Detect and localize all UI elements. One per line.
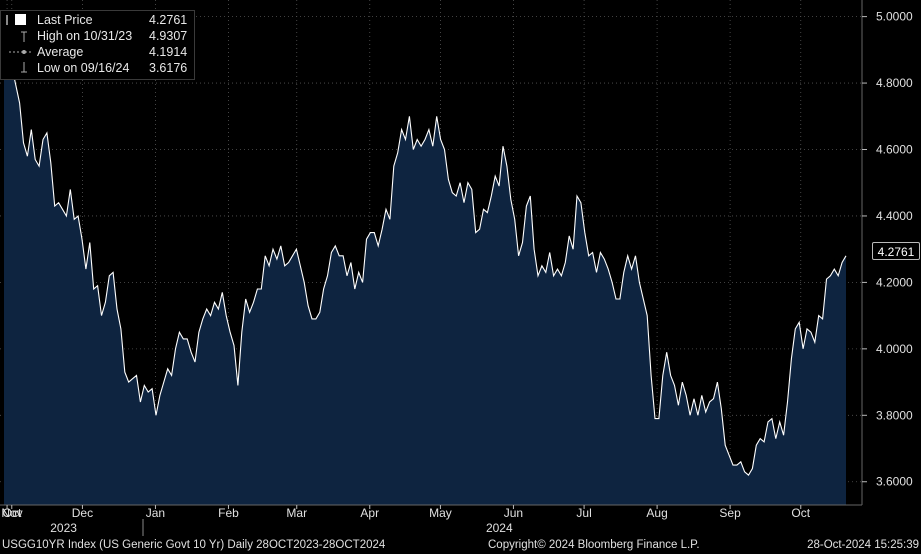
series-line <box>3 39 847 476</box>
legend-average-value: 4.1914 <box>149 45 188 59</box>
low-marker-icon <box>21 62 27 73</box>
footer: USGG10YR Index (US Generic Govt 10 Yr) D… <box>0 537 921 554</box>
last-price-square-icon <box>6 14 26 25</box>
series-area <box>4 39 846 506</box>
legend-high-label: High on 10/31/23 <box>37 29 133 43</box>
x-tick-label: Oct <box>3 506 22 520</box>
legend-low: Low on 09/16/24 3.6176 <box>1 60 194 76</box>
y-tick-label: 4.8000 <box>876 76 913 90</box>
x-tick-label: Oct <box>791 506 810 520</box>
y-tick-label: 4.0000 <box>876 342 913 356</box>
legend: Last Price 4.2761 High on 10/31/23 4.930… <box>0 10 195 80</box>
legend-average: Average 4.1914 <box>1 44 194 60</box>
legend-average-label: Average <box>37 45 84 59</box>
footer-timestamp: 28-Oct-2024 15:25:39 <box>807 539 919 551</box>
year-label: 2024 <box>486 521 513 535</box>
y-axis: 3.6000 3.8000 4.0000 4.2000 4.4000 4.6000 4.80… <box>862 10 913 489</box>
x-tick-label: Sep <box>719 506 741 520</box>
high-marker-icon <box>21 31 27 42</box>
legend-last-price-label: Last Price <box>37 13 93 27</box>
legend-high: High on 10/31/23 4.9307 <box>1 28 194 44</box>
x-tick-label: Jun <box>504 506 523 520</box>
legend-low-label: Low on 09/16/24 <box>37 61 130 75</box>
legend-high-value: 4.9307 <box>149 29 188 43</box>
y-tick-label: 3.8000 <box>876 408 913 422</box>
y-tick-label: 4.2000 <box>876 275 913 289</box>
y-tick-label: 4.4000 <box>876 209 913 223</box>
x-tick-label: Jul <box>576 506 591 520</box>
x-tick-label: Feb <box>218 506 239 520</box>
x-tick-label: May <box>429 506 452 520</box>
x-tick-label: Dec <box>72 506 93 520</box>
x-tick-label: Aug <box>646 506 667 520</box>
y-tick-label: 4.6000 <box>876 143 913 157</box>
x-tick-label: Mar <box>286 506 307 520</box>
year-label: 2023 <box>50 521 77 535</box>
x-tick-label: Jan <box>146 506 165 520</box>
footer-ticker: USGG10YR Index (US Generic Govt 10 Yr) D… <box>2 539 386 551</box>
y-tick-label: 5.0000 <box>876 10 913 24</box>
legend-last-price: Last Price 4.2761 <box>1 12 194 28</box>
average-marker-icon <box>9 50 33 54</box>
x-tick-label: Nov <box>1 506 22 520</box>
y-tick-label: 3.6000 <box>876 475 913 489</box>
legend-last-price-value: 4.2761 <box>149 13 188 27</box>
x-tick-label: Apr <box>360 506 379 520</box>
legend-low-value: 3.6176 <box>149 61 188 75</box>
last-value-tag: 4.2761 <box>872 242 920 260</box>
footer-copyright: Copyright© 2024 Bloomberg Finance L.P. <box>488 539 700 551</box>
